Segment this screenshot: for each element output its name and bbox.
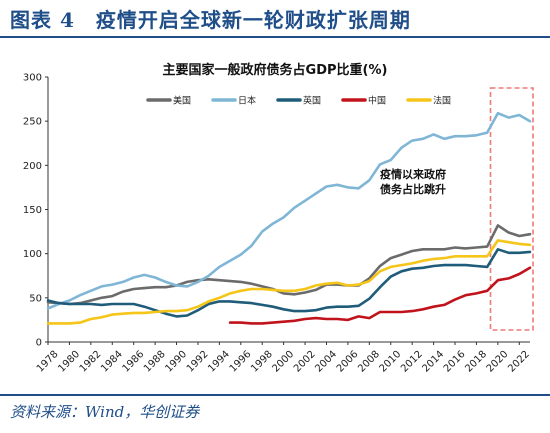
line-chart: 0501001502002503001978198019821984198619… — [23, 62, 534, 375]
legend: 美国 日本 英国 中国 法国 — [146, 95, 451, 107]
x-tick-label: 1988 — [142, 349, 168, 375]
x-tick-label: 1986 — [121, 349, 147, 375]
x-tick-label: 2008 — [356, 349, 382, 375]
x-tick-label: 2006 — [335, 349, 361, 375]
legend-label-1: 日本 — [238, 95, 256, 107]
y-tick-label: 300 — [23, 73, 42, 84]
x-tick-label: 2014 — [420, 349, 446, 375]
series-line-0 — [46, 224, 532, 306]
source-note: 资料来源：Wind，华创证券 — [10, 403, 200, 421]
x-tick-label: 1984 — [99, 349, 125, 375]
chart-title: 主要国家一般政府债务占GDP比重(%) — [163, 62, 388, 78]
x-tick-label: 1996 — [228, 349, 254, 375]
chart-axes: 0501001502002503001978198019821984198619… — [23, 73, 532, 375]
x-tick-label: 1990 — [163, 349, 189, 375]
x-tick-label: 1980 — [56, 349, 82, 375]
series-line-3 — [228, 266, 532, 325]
legend-label-4: 法国 — [433, 95, 451, 107]
annotation-line-1: 疫情以来政府 — [380, 167, 446, 181]
title-divider — [0, 36, 550, 38]
y-tick-label: 150 — [23, 205, 42, 216]
x-tick-label: 1978 — [35, 349, 61, 375]
x-tick-label: 2002 — [292, 349, 318, 375]
pandemic-highlight-box — [489, 87, 534, 331]
series-line-2 — [46, 248, 532, 318]
x-tick-label: 2018 — [463, 349, 489, 375]
series-line-4 — [46, 239, 532, 325]
x-tick-label: 2020 — [485, 349, 511, 375]
annotation-line-2: 债务占比跳升 — [380, 182, 446, 196]
y-tick-label: 250 — [23, 117, 42, 128]
x-tick-label: 2012 — [399, 349, 425, 375]
x-tick-label: 1982 — [78, 349, 104, 375]
y-tick-label: 100 — [23, 249, 42, 260]
x-tick-label: 1992 — [185, 349, 211, 375]
x-tick-label: 2022 — [506, 349, 532, 375]
x-tick-label: 2000 — [271, 349, 297, 375]
x-tick-label: 2004 — [313, 349, 339, 375]
x-tick-label: 2010 — [378, 349, 404, 375]
legend-label-0: 美国 — [173, 95, 191, 107]
y-tick-label: 50 — [29, 293, 42, 304]
x-tick-label: 2016 — [442, 349, 468, 375]
figure-title: 图表 4 疫情开启全球新一轮财政扩张周期 — [10, 8, 411, 32]
source-divider — [0, 394, 550, 396]
y-tick-label: 0 — [36, 338, 42, 349]
x-tick-label: 1994 — [206, 349, 232, 375]
x-tick-label: 1998 — [249, 349, 275, 375]
series-line-1 — [46, 111, 532, 310]
y-tick-label: 200 — [23, 161, 42, 172]
legend-label-3: 中国 — [368, 95, 386, 107]
legend-label-2: 英国 — [303, 95, 321, 107]
series-lines — [46, 111, 532, 325]
